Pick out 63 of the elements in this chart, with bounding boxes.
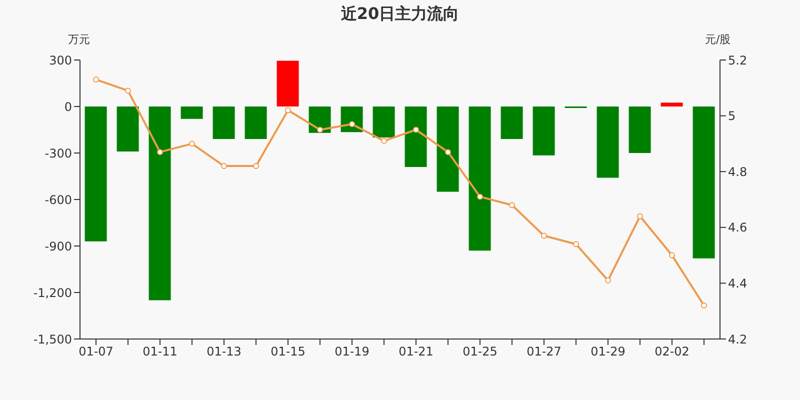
point: [477, 194, 483, 200]
point: [253, 163, 259, 170]
chart-title: 近20日主力流向: [340, 4, 460, 25]
bar: [692, 106, 715, 258]
bar: [84, 106, 107, 242]
y2-tick-label: 4.8: [728, 164, 748, 179]
bar: [436, 106, 459, 192]
point: [701, 302, 707, 309]
x-tick-label: 01-29: [590, 344, 626, 359]
x-tick-label: 01-25: [462, 344, 498, 359]
y2-tick-label: 4.6: [728, 220, 748, 235]
point: [445, 149, 451, 156]
point: [637, 213, 643, 220]
y-tick-label: 0: [64, 100, 72, 114]
point: [349, 121, 355, 128]
point: [605, 277, 611, 284]
point: [509, 202, 515, 208]
point: [157, 149, 163, 156]
bar: [500, 106, 523, 140]
bar: [116, 106, 139, 152]
bar: [596, 106, 619, 178]
x-tick-label: 01-11: [142, 344, 178, 359]
bar: [628, 106, 651, 153]
point: [93, 76, 99, 83]
bar: [404, 106, 427, 167]
y-tick-label: 300: [49, 53, 72, 68]
x-tick-label: 01-07: [78, 344, 114, 359]
point: [189, 140, 195, 147]
point: [317, 126, 323, 133]
x-tick-label: 01-19: [334, 344, 370, 359]
bar: [372, 106, 395, 138]
bar: [148, 106, 171, 300]
y2-tick-label: 4.2: [728, 332, 748, 346]
y-tick-label: -600: [44, 192, 72, 207]
y-tick-label: -1,200: [33, 286, 72, 300]
bar: [532, 106, 555, 156]
y2-axis-title: 元/股: [705, 32, 731, 47]
bar: [212, 106, 235, 140]
bar: [660, 102, 683, 106]
x-tick-label: 01-27: [526, 344, 562, 359]
x-tick-label: 02-02: [654, 344, 690, 359]
point: [285, 107, 291, 114]
point: [381, 138, 387, 144]
bar: [276, 60, 299, 106]
bar: [468, 106, 491, 251]
bar: [244, 106, 267, 140]
point: [669, 252, 675, 258]
y-tick-label: -1,500: [33, 332, 72, 346]
point: [221, 163, 227, 170]
y2-tick-label: 5.2: [728, 53, 748, 68]
y2-tick-label: 5: [728, 109, 736, 124]
x-tick-label: 01-13: [206, 344, 242, 359]
y-tick-label: -900: [44, 239, 72, 254]
x-tick-label: 01-15: [270, 344, 306, 359]
point: [541, 232, 547, 239]
point: [125, 88, 131, 94]
point: [573, 241, 579, 248]
y2-tick-label: 4.4: [728, 276, 748, 290]
x-tick-label: 01-21: [398, 344, 434, 359]
y-tick-label: -300: [44, 146, 72, 160]
point: [413, 126, 419, 133]
bar: [180, 106, 203, 119]
y-axis-title: 万元: [68, 32, 90, 47]
